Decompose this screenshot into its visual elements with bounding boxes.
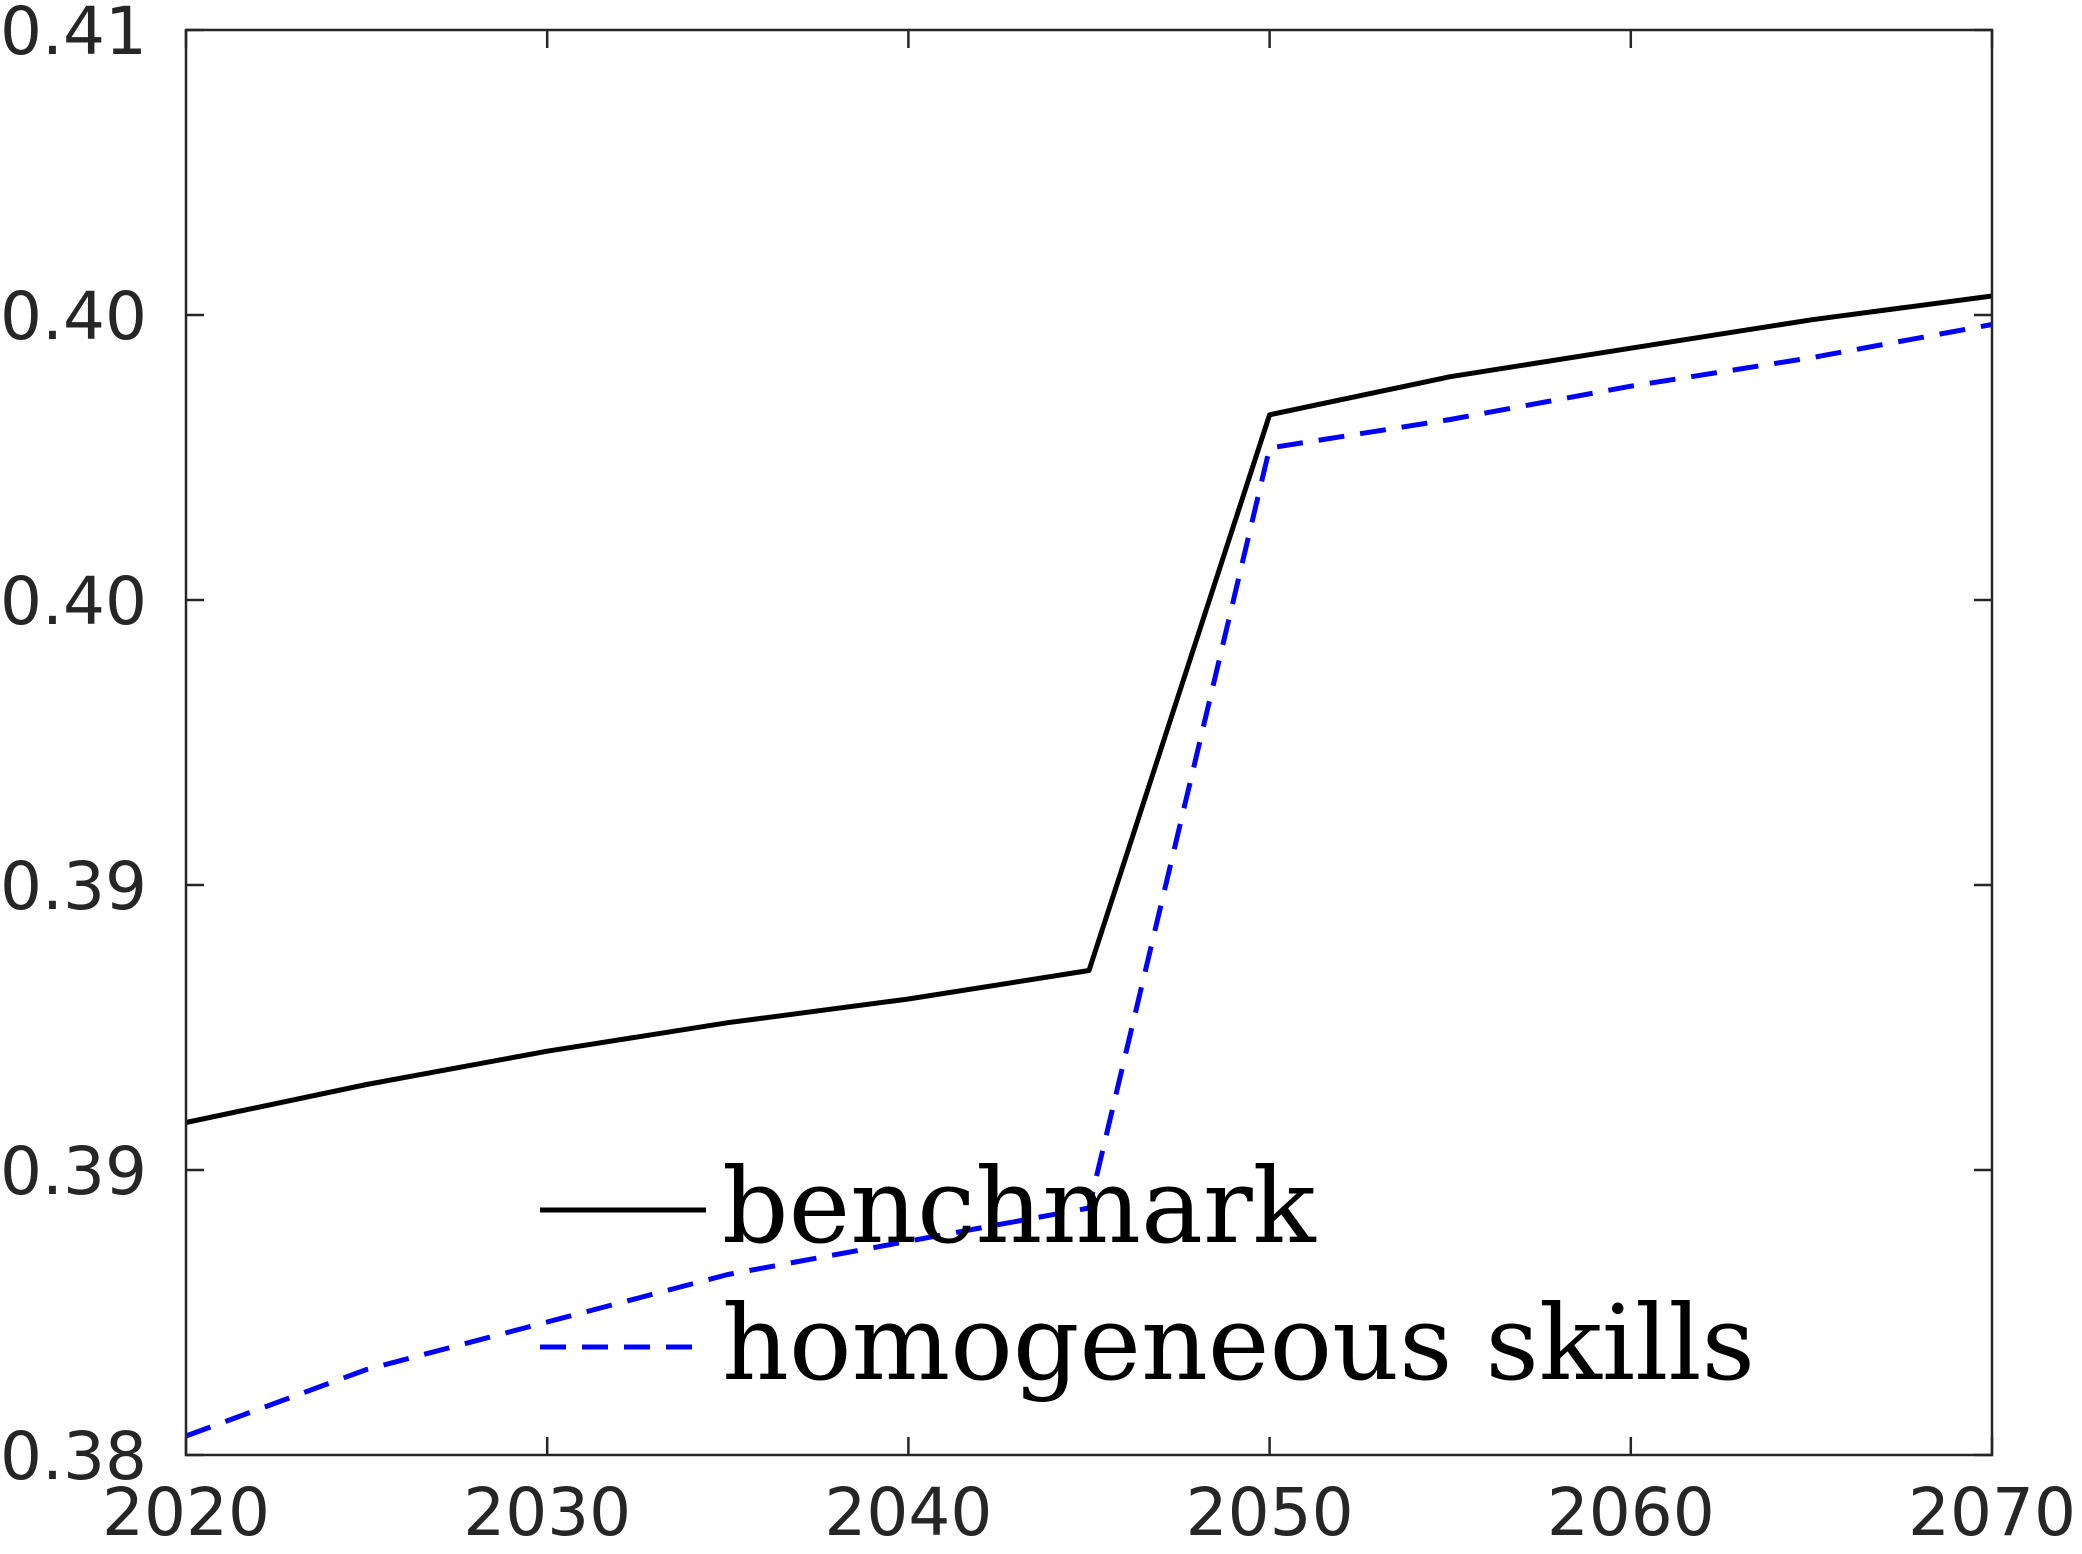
legend: benchmark homogeneous skills — [540, 1145, 1755, 1404]
axes-box — [184, 28, 1994, 1457]
y-tick-label: 0.39 — [0, 1133, 147, 1210]
x-tick-label: 2020 — [102, 1474, 270, 1551]
y-tick-label: 0.39 — [0, 848, 147, 925]
x-tick-label: 2070 — [1908, 1474, 2076, 1551]
series-line-benchmark — [185, 293, 1993, 1125]
y-tick-label: 0.41 — [0, 0, 147, 70]
x-tick-label: 2040 — [824, 1474, 992, 1551]
x-tick-label: 2060 — [1547, 1474, 1715, 1551]
plot-area — [185, 293, 1993, 1439]
x-tick-label: 2050 — [1186, 1474, 1354, 1551]
y-tick-label: 0.38 — [0, 1418, 147, 1495]
y-tick-label: 0.40 — [0, 278, 147, 355]
x-tick-label: 2030 — [463, 1474, 631, 1551]
series-line-homogeneous-skills — [185, 322, 1993, 1439]
legend-label-benchmark: benchmark — [722, 1145, 1317, 1267]
y-tick-label: 0.40 — [0, 563, 147, 640]
legend-label-homogeneous-skills: homogeneous skills — [722, 1282, 1755, 1404]
